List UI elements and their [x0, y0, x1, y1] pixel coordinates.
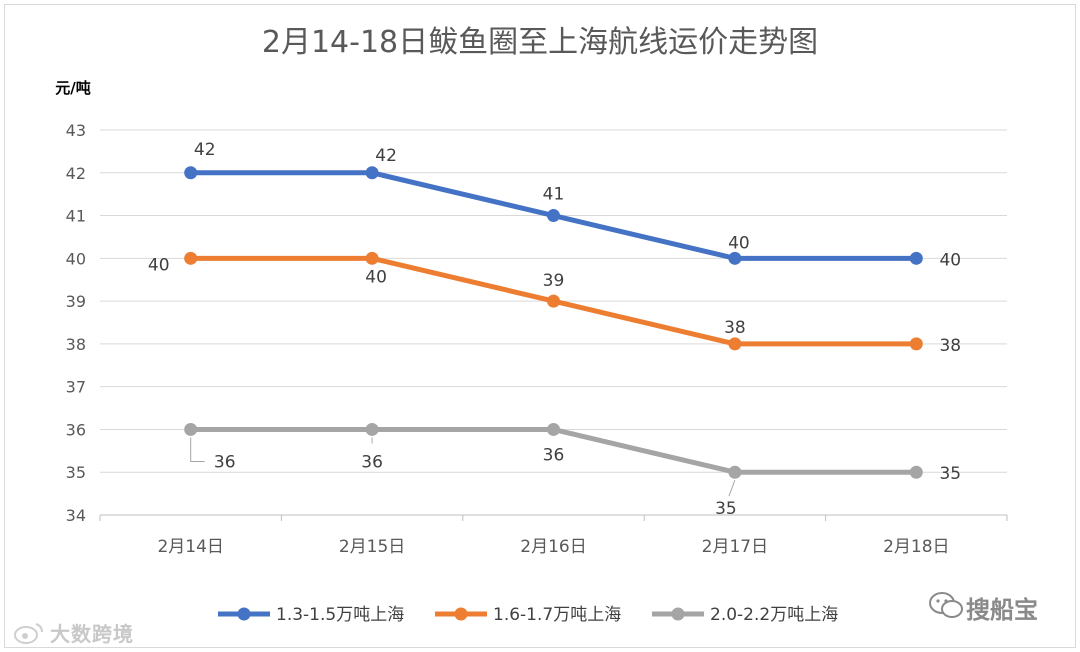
data-point — [184, 251, 198, 265]
data-point — [909, 251, 923, 265]
data-point — [547, 294, 560, 308]
chart-frame — [4, 4, 1076, 648]
data-point — [365, 166, 379, 180]
data-point — [547, 209, 560, 223]
data-label: 35 — [939, 464, 961, 484]
legend-item: 1.6-1.7万吨上海 — [435, 605, 621, 625]
data-point — [184, 422, 198, 436]
y-tick-label: 36 — [66, 420, 86, 439]
data-point — [909, 337, 923, 351]
legend-marker — [671, 607, 685, 621]
y-tick-label: 43 — [66, 121, 86, 140]
data-point — [547, 422, 560, 436]
y-tick-label: 41 — [66, 207, 86, 226]
legend-item: 2.0-2.2万吨上海 — [652, 605, 838, 625]
data-label: 40 — [728, 233, 750, 253]
x-tick-label: 2月17日 — [702, 537, 768, 557]
data-label: 36 — [214, 452, 236, 472]
chart-title: 2月14-18日鲅鱼圈至上海航线运价走势图 — [262, 25, 818, 60]
y-tick-label: 39 — [66, 292, 86, 311]
x-tick-label: 2月16日 — [520, 537, 586, 557]
data-label: 40 — [148, 255, 170, 275]
legend-label: 1.6-1.7万吨上海 — [493, 605, 621, 625]
data-label: 39 — [543, 271, 565, 291]
data-label: 40 — [365, 267, 387, 287]
legend-marker — [454, 607, 468, 621]
series-1: 42 42 41 40 40 — [184, 140, 961, 270]
data-point — [728, 337, 742, 351]
series-layer: 42 42 41 40 40 40 40 39 38 38 36 36 36 35 35 — [148, 140, 961, 519]
watermark-left: 大数跨境 — [50, 622, 134, 646]
data-label: 35 — [715, 499, 737, 519]
leader-line — [728, 480, 736, 497]
data-point — [365, 422, 379, 436]
y-tick-label: 34 — [66, 506, 86, 525]
leader-line — [190, 437, 205, 462]
weibo-logo-icon — [12, 618, 48, 650]
y-tick-label: 40 — [66, 249, 86, 268]
data-point — [184, 166, 198, 180]
data-label: 42 — [194, 140, 216, 160]
legend-label: 2.0-2.2万吨上海 — [710, 605, 838, 625]
data-label: 38 — [939, 336, 961, 356]
legend-item: 1.3-1.5万吨上海 — [218, 605, 404, 625]
series-3: 36 36 36 35 35 — [184, 422, 961, 519]
data-label: 40 — [939, 250, 961, 270]
legend-label: 1.3-1.5万吨上海 — [276, 605, 404, 625]
data-point — [728, 251, 742, 265]
data-label: 42 — [375, 146, 397, 166]
y-tick-label: 35 — [66, 463, 86, 482]
data-point — [728, 465, 742, 479]
wechat-logo-icon — [928, 590, 964, 624]
data-point — [365, 251, 379, 265]
watermark-right: 搜船宝 — [966, 596, 1038, 624]
y-tick-label: 42 — [66, 164, 86, 183]
data-label: 36 — [543, 445, 565, 465]
y-axis-ticks: 34 35 36 37 38 39 40 41 42 43 — [66, 121, 86, 525]
legend: 1.3-1.5万吨上海 1.6-1.7万吨上海 2.0-2.2万吨上海 — [218, 605, 838, 625]
data-label: 36 — [361, 452, 383, 472]
data-label: 41 — [543, 185, 565, 205]
y-tick-label: 37 — [66, 378, 86, 397]
x-tick-label: 2月14日 — [157, 537, 223, 557]
x-tick-label: 2月18日 — [883, 537, 949, 557]
y-axis-label: 元/吨 — [55, 79, 90, 97]
x-tick-label: 2月15日 — [339, 537, 405, 557]
series-2: 40 40 39 38 38 — [148, 251, 961, 356]
data-label: 38 — [724, 318, 746, 338]
data-point — [909, 465, 923, 479]
y-tick-label: 38 — [66, 335, 86, 354]
legend-marker — [237, 607, 251, 621]
x-axis-ticks: 2月14日 2月15日 2月16日 2月17日 2月18日 — [99, 515, 1008, 557]
